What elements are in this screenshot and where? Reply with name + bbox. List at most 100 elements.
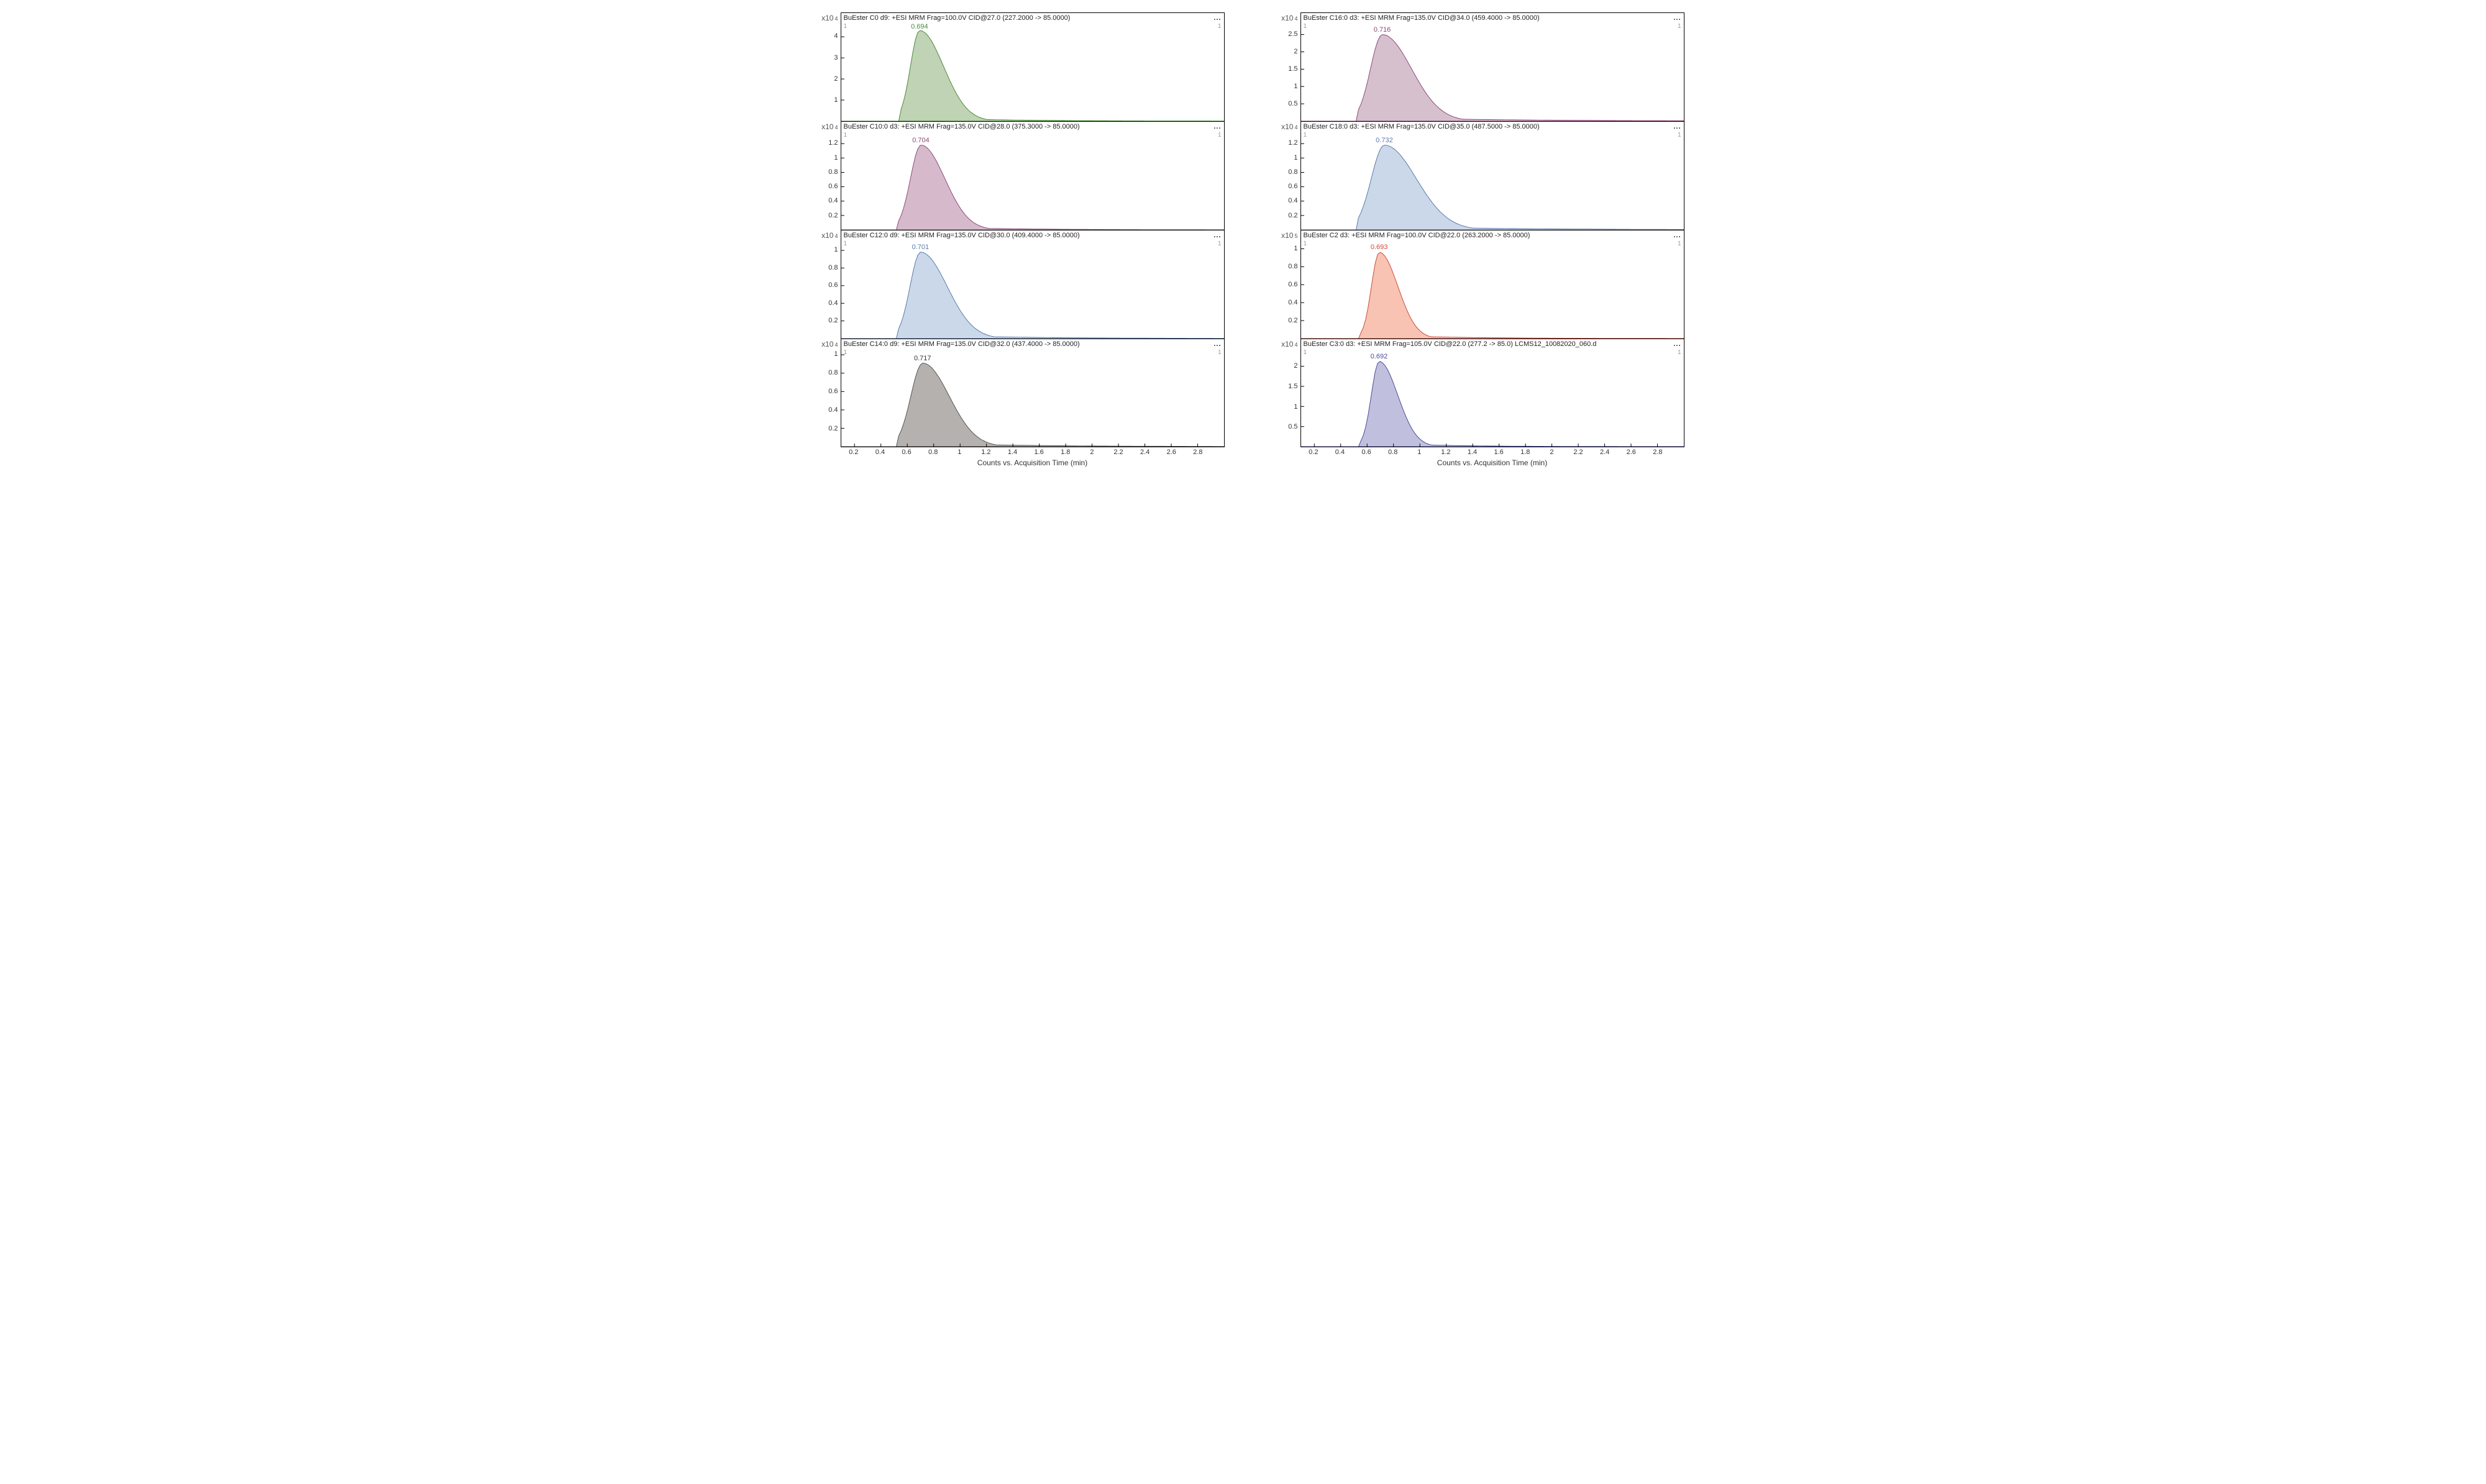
- x-tick-label: 1.2: [981, 448, 990, 456]
- x-tick-label: 2.8: [1193, 448, 1202, 456]
- y-tick-label: 4: [834, 32, 838, 40]
- y-tick-label: 0.5: [1288, 100, 1297, 107]
- ellipsis-icon[interactable]: ...: [1673, 340, 1681, 348]
- y-scale-label: x10 4: [1281, 121, 1300, 131]
- chromatogram-svg: [841, 122, 1224, 230]
- left-marker: 1: [844, 132, 848, 139]
- chromatogram-svg: [841, 230, 1224, 339]
- left-marker: 1: [844, 23, 848, 30]
- y-axis: x10 40.20.40.60.811.2: [1262, 121, 1300, 230]
- ellipsis-icon[interactable]: ...: [1673, 232, 1681, 239]
- peak-retention-label: 0.704: [912, 137, 930, 144]
- chromatogram-svg: [841, 13, 1224, 121]
- y-scale-label: x10 5: [1281, 230, 1300, 240]
- x-tick-label: 1.6: [1494, 448, 1503, 456]
- y-tick-label: 1: [834, 350, 838, 358]
- y-tick-label: 0.6: [828, 281, 838, 289]
- ellipsis-icon[interactable]: ...: [1213, 232, 1221, 239]
- panel-title-strip: BuEster C0 d9: +ESI MRM Frag=100.0V CID@…: [844, 14, 1222, 22]
- panel-title: BuEster C14:0 d9: +ESI MRM Frag=135.0V C…: [844, 340, 1080, 348]
- x-tick-label: 1.8: [1061, 448, 1070, 456]
- plot-area: BuEster C18:0 d3: +ESI MRM Frag=135.0V C…: [1300, 121, 1684, 230]
- right-marker: 1: [1218, 240, 1222, 247]
- y-tick-label: 1.5: [1288, 383, 1297, 390]
- chromatogram-svg: [1301, 339, 1684, 447]
- right-marker: 1: [1678, 240, 1681, 247]
- chromatogram-panel: x10 4 1 2 3 4 BuEster C0 d9: +ESI MRM Frag=10…: [802, 12, 1225, 121]
- plot-area: BuEster C3:0 d3: +ESI MRM Frag=105.0V CI…: [1300, 339, 1684, 447]
- panel-title-strip: BuEster C3:0 d3: +ESI MRM Frag=105.0V CI…: [1304, 340, 1681, 348]
- x-tick-label: 2.2: [1573, 448, 1583, 456]
- left-marker: 1: [1304, 240, 1307, 247]
- y-tick-label: 0.4: [1288, 299, 1297, 306]
- y-axis: x10 40.511.52: [1262, 339, 1300, 447]
- chromatogram-svg: [1301, 13, 1684, 121]
- peak-retention-label: 0.693: [1371, 244, 1388, 251]
- panel-title-strip: BuEster C18:0 d3: +ESI MRM Frag=135.0V C…: [1304, 123, 1681, 130]
- x-tick-label: 2.6: [1627, 448, 1636, 456]
- y-tick-label: 3: [834, 54, 838, 61]
- right-marker: 1: [1678, 349, 1681, 356]
- panel-title: BuEster C10:0 d3: +ESI MRM Frag=135.0V C…: [844, 123, 1080, 130]
- chromatogram-peak: [841, 363, 1224, 447]
- ellipsis-icon[interactable]: ...: [1213, 123, 1221, 130]
- y-tick-label: 0.8: [828, 168, 838, 176]
- y-scale-label: x10 4: [1281, 12, 1300, 22]
- y-axis: x10 40.511.522.5: [1262, 12, 1300, 121]
- x-tick-label: 1.2: [1441, 448, 1450, 456]
- y-tick-label: 0.6: [1288, 281, 1297, 288]
- right-marker: 1: [1678, 23, 1681, 30]
- right-marker: 1: [1218, 23, 1222, 30]
- chromatogram-svg: [841, 339, 1224, 447]
- y-scale-label: x10 4: [1281, 339, 1300, 348]
- plot-area: BuEster C16:0 d3: +ESI MRM Frag=135.0V C…: [1300, 12, 1684, 121]
- y-axis: x10 4 1 2 3 4: [802, 12, 841, 121]
- ellipsis-icon[interactable]: ...: [1673, 123, 1681, 130]
- left-marker: 1: [1304, 23, 1307, 30]
- y-tick-label: 1: [834, 96, 838, 104]
- panel-title-strip: BuEster C10:0 d3: +ESI MRM Frag=135.0V C…: [844, 123, 1222, 130]
- y-scale-label: x10 4: [821, 121, 840, 131]
- left-marker: 1: [844, 240, 848, 247]
- y-tick-label: 2: [1294, 48, 1297, 55]
- ellipsis-icon[interactable]: ...: [1213, 14, 1221, 22]
- panel-title: BuEster C3:0 d3: +ESI MRM Frag=105.0V CI…: [1304, 340, 1597, 348]
- ellipsis-icon[interactable]: ...: [1673, 14, 1681, 22]
- x-tick-label: 0.6: [1361, 448, 1371, 456]
- peak-retention-label: 0.716: [1374, 26, 1391, 34]
- chromatogram-peak: [1301, 362, 1684, 447]
- plot-area: BuEster C14:0 d9: +ESI MRM Frag=135.0V C…: [841, 339, 1225, 447]
- y-scale-label: x10 4: [821, 230, 840, 240]
- x-tick-label: 0.2: [849, 448, 858, 456]
- chromatogram-panel: x10 40.511.52BuEster C3:0 d3: +ESI MRM F…: [1262, 339, 1684, 447]
- chromatogram-peak: [1301, 145, 1684, 230]
- y-tick-label: 2: [834, 75, 838, 83]
- chromatogram-peak: [841, 252, 1224, 339]
- peak-retention-label: 0.692: [1371, 353, 1388, 360]
- x-tick-label: 2.4: [1600, 448, 1609, 456]
- y-tick-label: 0.5: [1288, 423, 1297, 430]
- panel-title: BuEster C12:0 d9: +ESI MRM Frag=135.0V C…: [844, 232, 1080, 239]
- y-tick-label: 0.4: [1288, 197, 1297, 204]
- y-tick-label: 0.2: [1288, 212, 1297, 219]
- chromatogram-column: x10 40.511.522.5BuEster C16:0 d3: +ESI M…: [1262, 12, 1684, 472]
- x-axis: 0.20.40.60.811.21.41.61.822.22.42.62.8Co…: [1262, 447, 1684, 472]
- panel-title-strip: BuEster C12:0 d9: +ESI MRM Frag=135.0V C…: [844, 232, 1222, 239]
- y-tick-label: 1.2: [1288, 139, 1297, 147]
- x-tick-label: 1.4: [1468, 448, 1477, 456]
- plot-area: BuEster C0 d9: +ESI MRM Frag=100.0V CID@…: [841, 12, 1225, 121]
- ellipsis-icon[interactable]: ...: [1213, 340, 1221, 348]
- x-tick-label: 2: [1090, 448, 1094, 456]
- chromatogram-panel: x10 40.20.40.60.811.2BuEster C18:0 d3: +…: [1262, 121, 1684, 230]
- panel-title-strip: BuEster C14:0 d9: +ESI MRM Frag=135.0V C…: [844, 340, 1222, 348]
- y-tick-label: 1: [834, 246, 838, 253]
- y-scale-label: x10 4: [821, 12, 840, 22]
- left-marker: 1: [844, 349, 848, 356]
- x-tick-label: 2.2: [1113, 448, 1123, 456]
- chromatogram-peak: [1301, 35, 1684, 121]
- x-axis-title: Counts vs. Acquisition Time (min): [841, 458, 1225, 467]
- right-marker: 1: [1678, 132, 1681, 139]
- x-tick-label: 1: [1417, 448, 1421, 456]
- y-tick-label: 0.2: [1288, 317, 1297, 324]
- chromatogram-svg: [1301, 122, 1684, 230]
